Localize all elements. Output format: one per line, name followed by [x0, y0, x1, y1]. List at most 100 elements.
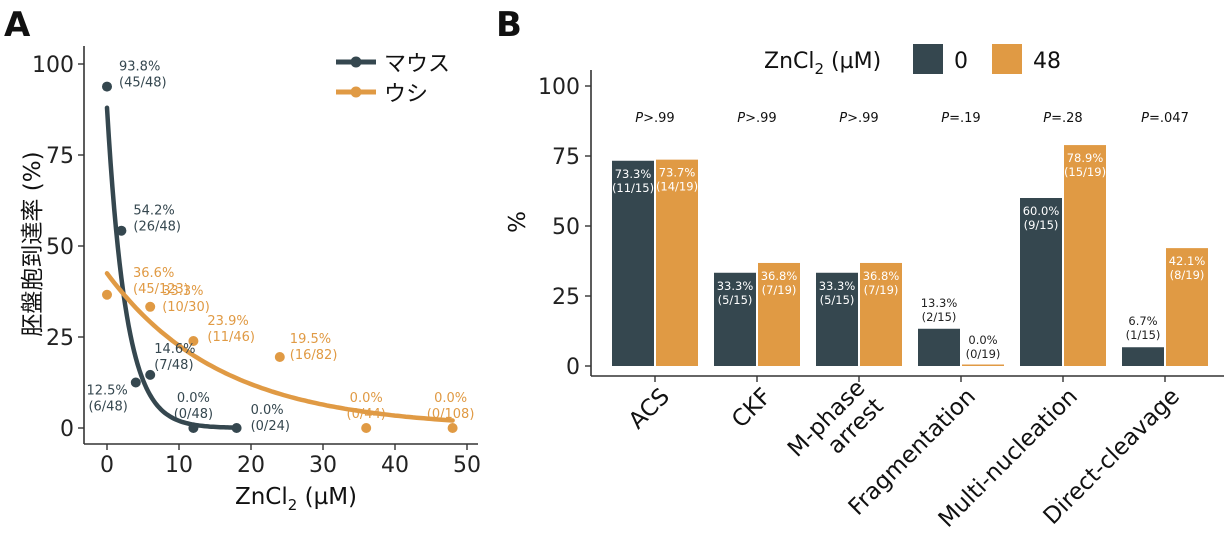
legend-bovine-marker — [350, 86, 362, 98]
bar-zncl-48 — [1166, 248, 1208, 366]
x-tick-label: 20 — [237, 453, 265, 478]
bar-count-label: (5/15) — [820, 293, 855, 307]
legend-title: ZnCl2 (µM) — [764, 49, 881, 78]
bar-count-label: (7/19) — [864, 283, 899, 297]
bar-zncl-0 — [714, 272, 756, 366]
mouse-point-count: (0/48) — [174, 407, 213, 422]
bar-count-label: (0/19) — [966, 347, 1001, 361]
bovine-point-count: (45/123) — [133, 282, 189, 297]
p-value-prefix: P — [1043, 111, 1051, 126]
bar-zncl-0 — [612, 160, 654, 366]
bar-count-label: (15/19) — [1064, 165, 1106, 179]
bar-value-label: 33.3% — [819, 279, 856, 293]
mouse-point-count: (26/48) — [133, 220, 181, 235]
bovine-point-label: 0.0% — [350, 391, 383, 406]
x-axis-title-unit: (µM) — [297, 484, 357, 510]
bovine-point-count: (0/44) — [347, 407, 386, 422]
mouse-fit-curve — [104, 105, 239, 430]
bovine-point — [188, 336, 199, 347]
bar-value-label: 36.8% — [761, 269, 798, 283]
x-category-label: M-phasearrest — [783, 375, 889, 481]
mouse-point-count: (0/24) — [251, 419, 290, 434]
p-value-label: P=.047 — [1141, 111, 1189, 126]
y-axis-title: % — [505, 211, 531, 233]
mouse-point-label: 0.0% — [177, 391, 210, 406]
mouse-point — [188, 423, 199, 433]
bovine-point — [102, 289, 112, 300]
x-tick-label: 0 — [100, 453, 114, 478]
y-tick-label: 100 — [32, 53, 74, 78]
legend-bovine-label: ウシ — [384, 82, 428, 107]
y-axis-title: 胚盤胞到達率 (%) — [20, 151, 46, 336]
p-value-number: >.99 — [847, 111, 879, 126]
panel-letter-a: A — [4, 5, 31, 45]
panel-a-scatter-chart: 0 25 50 75 100 0 10 20 30 40 50 ZnCl2 (µM) 胚盤胞到達率 (%… — [20, 46, 481, 514]
y-tick-label: 75 — [552, 145, 580, 170]
mouse-point — [116, 225, 127, 236]
bar-count-label: (7/19) — [762, 283, 797, 297]
legend-label-48: 48 — [1033, 49, 1061, 74]
mouse-point-count: (6/48) — [88, 400, 127, 415]
p-value-number: >.99 — [745, 111, 777, 126]
p-value-number: =.28 — [1051, 111, 1083, 126]
bar-value-label: 13.3% — [921, 296, 958, 310]
bovine-point-label: 19.5% — [290, 332, 331, 347]
legend-label-0: 0 — [954, 49, 968, 74]
x-tick-label: 50 — [453, 453, 481, 478]
legend-title-main: ZnCl — [764, 49, 815, 74]
mouse-point-label: 54.2% — [133, 204, 174, 219]
bar-zncl-0 — [1122, 347, 1164, 366]
p-value-prefix: P — [839, 111, 847, 126]
p-value-label: P>.99 — [635, 111, 674, 126]
p-value-prefix: P — [635, 111, 643, 126]
bar-zncl-0 — [816, 272, 858, 366]
bar-zncl-48 — [656, 159, 698, 366]
bovine-point-label: 36.6% — [133, 266, 174, 281]
bovine-point-count: (10/30) — [162, 300, 210, 315]
mouse-point — [231, 423, 242, 433]
p-value-label: P=.28 — [1043, 111, 1082, 126]
bar-value-label: 6.7% — [1128, 314, 1157, 328]
bar-zncl-48 — [860, 262, 902, 366]
x-axis-title-main: ZnCl — [235, 484, 288, 510]
p-value-number: >.99 — [643, 111, 675, 126]
legend-mouse-label: マウス — [384, 52, 450, 77]
bar-value-label: 60.0% — [1023, 204, 1060, 218]
y-tick-label: 75 — [46, 144, 74, 169]
bar-value-label: 42.1% — [1169, 254, 1206, 268]
x-axis-title: ZnCl2 (µM) — [235, 484, 357, 514]
x-tick-label: 10 — [165, 453, 193, 478]
x-category-label: CKF — [727, 384, 777, 434]
bar-zncl-48 — [962, 364, 1004, 366]
mouse-point — [145, 369, 156, 380]
x-axis-title-subscript: 2 — [288, 496, 298, 514]
mouse-point-label: 12.5% — [86, 384, 127, 399]
bar-value-label: 73.3% — [615, 167, 652, 181]
bar-zncl-48 — [1064, 145, 1106, 366]
bovine-point-label: 0.0% — [434, 391, 467, 406]
p-value-number: =.047 — [1149, 111, 1189, 126]
mouse-point — [102, 81, 112, 92]
bovine-fit-curve — [104, 271, 455, 423]
x-category-label: ACS — [624, 384, 675, 435]
legend-mouse-marker — [350, 56, 362, 68]
bovine-point — [274, 352, 285, 363]
bovine-point-count: (0/108) — [427, 407, 475, 422]
y-tick-label: 100 — [538, 75, 580, 100]
bar-zncl-0 — [918, 328, 960, 366]
bovine-point — [447, 423, 458, 433]
p-value-prefix: P — [941, 111, 949, 126]
y-tick-label: 0 — [60, 417, 74, 442]
p-value-label: P>.99 — [737, 111, 776, 126]
bovine-point — [361, 423, 372, 433]
bovine-point-label: 23.9% — [207, 314, 248, 329]
p-value-prefix: P — [737, 111, 745, 126]
mouse-point-label: 0.0% — [251, 403, 284, 418]
legend-title-unit: (µM) — [824, 49, 881, 74]
y-tick-label: 50 — [46, 235, 74, 260]
bar-count-label: (11/15) — [612, 181, 654, 195]
legend-swatch-48 — [992, 44, 1022, 74]
